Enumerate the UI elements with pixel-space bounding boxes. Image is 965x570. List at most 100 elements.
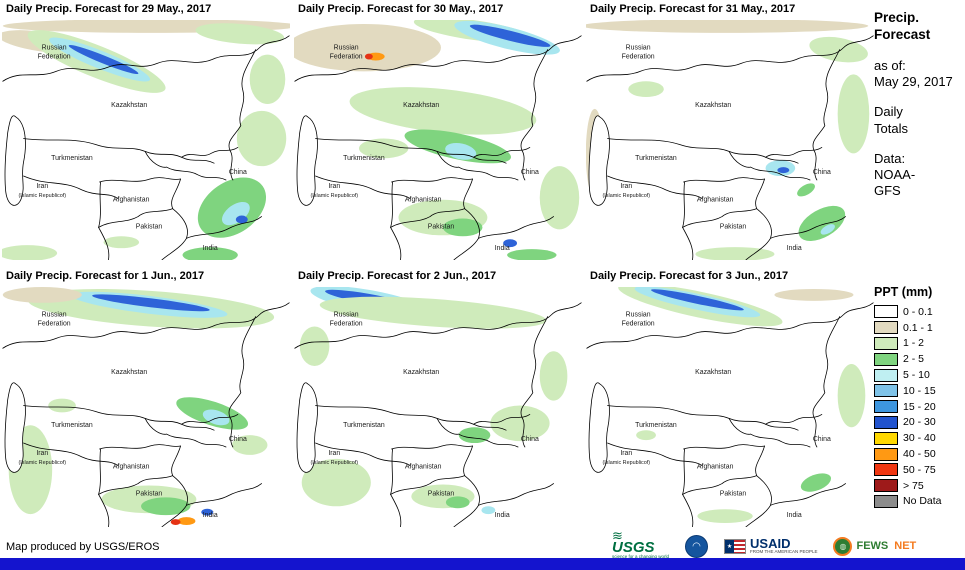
country-label: Russian [626, 45, 651, 52]
forecast-panel: Daily Precip. Forecast for 30 May., 2017… [294, 3, 582, 260]
precip-map: Russian Federation Kazakhstan Turkmenistan I… [294, 287, 582, 527]
country-label: India [495, 245, 510, 252]
country-label: Afghanistan [113, 464, 150, 471]
country-label: Kazakhstan [403, 369, 439, 376]
legend-row: 1 - 2 [874, 336, 964, 352]
legend-row: > 75 [874, 478, 964, 494]
precip-blob [195, 23, 285, 45]
country-label: Pakistan [136, 223, 163, 230]
panel-title: Daily Precip. Forecast for 29 May., 2017 [6, 3, 212, 15]
map-credit: Map produced by USGS/EROS [6, 541, 160, 553]
legend-row: No Data [874, 494, 964, 510]
panel-title: Daily Precip. Forecast for 2 Jun., 2017 [298, 270, 497, 282]
country-label: (Islamic Republicof) [310, 460, 358, 466]
precip-blob [636, 430, 656, 441]
precip-blob [469, 24, 551, 47]
legend-row: 20 - 30 [874, 415, 964, 431]
precip-blob [364, 53, 373, 60]
country-label: Kazakhstan [403, 102, 439, 109]
precip-blob [539, 351, 568, 401]
legend-swatch [874, 305, 898, 319]
precip-map: Russian Federation Kazakhstan Turkmenistan I… [2, 287, 290, 527]
fews-logo-text1: FEWS [856, 540, 889, 552]
country-label: Russian [626, 312, 651, 319]
precip-blob [349, 87, 537, 135]
precip-blob [507, 249, 557, 260]
legend-label: > 75 [903, 479, 924, 492]
precip-blob [68, 44, 139, 75]
country-label: Iran [620, 450, 632, 457]
country-label: China [229, 169, 247, 176]
country-label: Pakistan [428, 490, 455, 497]
country-label: China [813, 436, 831, 443]
legend-swatch [874, 431, 898, 445]
precip-blob [798, 205, 846, 242]
precip-blob [235, 215, 248, 224]
precip-blob [800, 473, 832, 492]
country-label: Russian [334, 312, 359, 319]
legend-row: 5 - 10 [874, 367, 964, 383]
data-source-value1: NOAA- [874, 167, 916, 182]
country-label: Federation [330, 321, 363, 328]
country-label: Iran [620, 183, 632, 190]
noaa-emblem-icon: ◠ [685, 534, 709, 558]
sidebar-title-line2: Forecast [874, 26, 931, 42]
precip-blob [837, 74, 870, 154]
precip-blob [358, 138, 409, 159]
legend-row: 10 - 15 [874, 383, 964, 399]
country-label: Kazakhstan [111, 369, 147, 376]
precip-blob [182, 247, 238, 260]
legend-swatch [874, 479, 898, 493]
legend-swatch [874, 415, 898, 429]
precip-map: Russian Federation Kazakhstan Turkmenistan I… [2, 20, 290, 260]
legend-swatch [874, 447, 898, 461]
precip-blob [797, 183, 815, 197]
precip-blob [586, 20, 869, 33]
precip-blob [299, 326, 330, 367]
precip-blob [103, 236, 140, 249]
legend-row: 15 - 20 [874, 399, 964, 415]
precip-blob [442, 218, 483, 237]
usaid-logo: ★ USAID FROM THE AMERICAN PEOPLE [724, 537, 817, 555]
asof-value: May 29, 2017 [874, 74, 953, 89]
country-label: Kazakhstan [695, 102, 731, 109]
usgs-logo: ≋ USGS science for a changing world [612, 528, 669, 559]
usgs-wave-icon: ≋ [612, 528, 623, 544]
precip-blob [92, 294, 210, 312]
country-label: India [203, 512, 218, 519]
legend-title: PPT (mm) [874, 285, 933, 299]
precip-blob [628, 81, 664, 98]
legend-row: 2 - 5 [874, 351, 964, 367]
forecast-panel: Daily Precip. Forecast for 3 Jun., 2017 R… [586, 270, 874, 527]
legend-label: 0.1 - 1 [903, 321, 933, 334]
precip-blob [490, 405, 550, 442]
country-label: Pakistan [428, 223, 455, 230]
asof-label: as of: [874, 57, 906, 73]
precip-blob [249, 54, 286, 104]
fews-net-logo: ◍ FEWS NET [833, 536, 916, 556]
country-label: China [813, 169, 831, 176]
precip-blob [837, 364, 866, 428]
country-label: Federation [622, 54, 655, 61]
legend-label: 30 - 40 [903, 432, 936, 445]
precip-blob [651, 289, 744, 311]
legend-label: 50 - 75 [903, 463, 936, 476]
forecast-panel: Daily Precip. Forecast for 1 Jun., 2017 R… [2, 270, 290, 527]
country-label: Pakistan [720, 490, 747, 497]
country-label: Federation [622, 321, 655, 328]
precip-blob [774, 288, 854, 301]
country-label: Pakistan [136, 490, 163, 497]
legend-label: 20 - 30 [903, 416, 936, 429]
precip-blob [777, 167, 790, 174]
panel-title: Daily Precip. Forecast for 3 Jun., 2017 [590, 270, 789, 282]
precip-blob [2, 287, 82, 303]
precip-blob [481, 506, 496, 515]
noaa-logo: ◠ [685, 534, 709, 558]
country-label: (Islamic Republicof) [602, 460, 650, 466]
legend-label: 2 - 5 [903, 353, 925, 366]
country-label: Iran [36, 183, 48, 190]
legend-label: 15 - 20 [903, 400, 936, 413]
data-source-value2: GFS [874, 183, 901, 199]
panel-title: Daily Precip. Forecast for 1 Jun., 2017 [6, 270, 205, 282]
daily-line2: Totals [874, 120, 908, 136]
